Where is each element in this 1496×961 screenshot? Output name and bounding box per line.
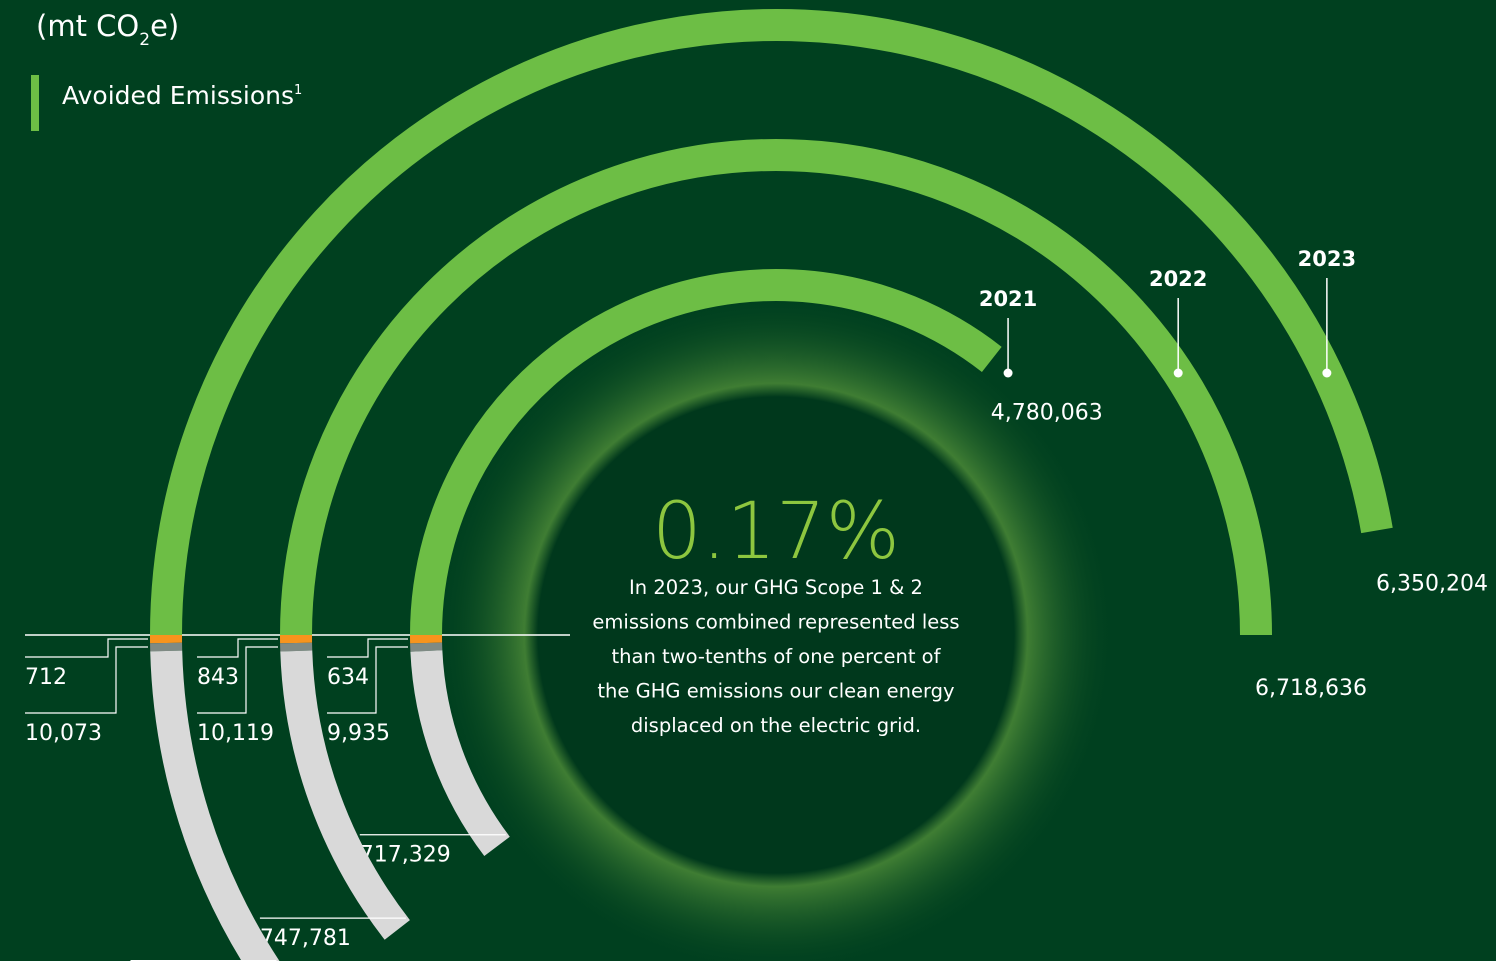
title-text: e) (150, 9, 179, 43)
value-label: 717,329 (360, 843, 451, 868)
legend-text: Avoided Emissions (62, 81, 294, 110)
value-label: 6,350,204 (1376, 571, 1488, 596)
year-label: 2023 (1298, 247, 1356, 271)
chart: (mt CO2e) Avoided Emissions1 4,780,063 20… (0, 0, 1496, 961)
value-label: 712 (25, 665, 67, 690)
page: (mt CO2e) Avoided Emissions1 4,780,063 20… (0, 0, 1496, 961)
legend-swatch (31, 75, 39, 131)
value-label: 747,781 (260, 926, 351, 951)
highlight-text: the GHG emissions our clean energy (597, 680, 954, 703)
highlight-text: displaced on the electric grid. (631, 714, 921, 737)
value-label: 843 (197, 665, 239, 690)
year-label: 2021 (979, 287, 1037, 311)
year-dot (1322, 369, 1331, 378)
legend-entry: Avoided Emissions1 (62, 81, 302, 110)
value-label: 4,780,063 (991, 400, 1103, 425)
title-subscript: 2 (139, 30, 150, 50)
highlight-text: than two-tenths of one percent of (612, 645, 942, 668)
year-dot (1174, 369, 1183, 378)
year-label: 2022 (1149, 267, 1207, 291)
legend-footnote: 1 (294, 83, 302, 98)
value-label: 634 (327, 665, 369, 690)
value-label: 10,073 (25, 721, 102, 746)
highlight-text: In 2023, our GHG Scope 1 & 2 (629, 576, 923, 599)
value-label: 6,718,636 (1255, 676, 1367, 701)
title-text: (mt CO (36, 9, 139, 43)
year-dot (1004, 369, 1013, 378)
highlight-value: 0.17% (652, 487, 900, 577)
value-label: 9,935 (327, 721, 390, 746)
value-label: 10,119 (197, 721, 274, 746)
highlight-text: emissions combined represented less (592, 611, 959, 634)
